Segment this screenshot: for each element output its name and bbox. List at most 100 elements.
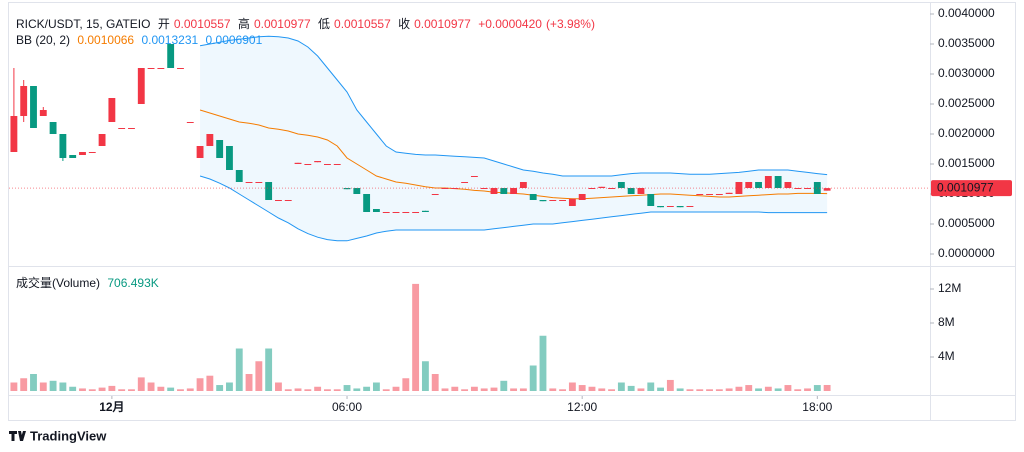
candle-body: [79, 152, 86, 155]
candle-body: [510, 188, 518, 194]
x-tick-label: 12:00: [567, 400, 597, 414]
candle-body: [696, 194, 704, 195]
candle-body: [568, 198, 576, 206]
change-pct: (+3.98%): [545, 17, 595, 31]
volume-bar: [637, 388, 645, 391]
last-price-box: [931, 180, 1012, 197]
candle-body: [627, 188, 635, 194]
candle-body: [559, 200, 567, 201]
volume-y-tick-label: 4M: [938, 349, 955, 363]
volume-bar: [686, 389, 694, 391]
candle-body: [265, 182, 273, 200]
volume-bar: [157, 386, 165, 391]
volume-bar: [774, 388, 782, 391]
bb-upper: [199, 35, 828, 177]
candle-body: [539, 200, 547, 202]
volume-bar: [715, 389, 723, 391]
candle-body: [304, 164, 312, 165]
candle-body: [382, 212, 390, 213]
volume-bar: [324, 389, 331, 391]
volume-bar: [363, 386, 371, 391]
candle-body: [10, 116, 18, 152]
legend-volume: 成交量(Volume) 706.493K: [16, 274, 163, 291]
volume-bar: [216, 385, 224, 391]
volume-bar: [79, 388, 86, 391]
candle-body: [470, 176, 478, 177]
volume-bar: [235, 348, 243, 391]
candle-body: [441, 188, 449, 189]
candle-body: [715, 194, 723, 195]
volume-bar: [510, 388, 518, 391]
candle-body: [147, 68, 155, 69]
candle-body: [421, 210, 429, 212]
volume-bar: [59, 382, 67, 391]
candle-body: [235, 170, 243, 182]
volume-bar: [617, 382, 625, 391]
candle-body: [647, 194, 655, 206]
volume-bar: [735, 386, 743, 391]
candle-body: [30, 86, 37, 128]
high-label: 高: [237, 17, 250, 31]
volume-bar: [206, 375, 214, 391]
candle-body: [578, 194, 586, 200]
volume-bar: [186, 388, 194, 391]
volume-y-tick-label: 8M: [938, 315, 955, 329]
candle-body: [333, 164, 341, 165]
volume-bar: [539, 335, 547, 391]
y-tick-label: 0.0015000: [938, 156, 995, 170]
candle-body: [774, 176, 782, 188]
candle-body: [617, 182, 625, 188]
candle-body: [676, 206, 684, 208]
candle-body: [196, 146, 204, 158]
candle-body: [59, 134, 67, 158]
volume-bar: [559, 389, 567, 391]
candle-body: [480, 188, 488, 189]
close-value: 0.0010977: [414, 17, 471, 31]
change: +0.0000420: [478, 17, 542, 31]
candle-body: [128, 128, 135, 129]
volume-bar: [118, 389, 126, 391]
candle-body: [519, 182, 527, 188]
candle-body: [108, 98, 116, 122]
volume-bar: [275, 382, 282, 391]
brand: TradingView: [9, 428, 107, 443]
volume-bar: [392, 386, 400, 391]
volume-bar: [696, 389, 704, 391]
candle-body: [343, 188, 351, 190]
candle-body: [745, 182, 753, 188]
candle-body: [529, 194, 537, 200]
y-tick-label: 0.0020000: [938, 126, 995, 140]
candles: [10, 44, 831, 213]
volume-bar: [706, 389, 713, 391]
candle-body: [294, 162, 302, 164]
candle-body: [177, 68, 184, 69]
candle-body: [755, 182, 762, 188]
y-tick-label: 0.0005000: [938, 216, 995, 230]
volume-bar: [725, 388, 733, 391]
y-tick-label: 0.0040000: [938, 6, 995, 20]
volume-bar: [764, 386, 772, 391]
volume-bar: [10, 382, 18, 391]
frame: [8, 2, 1016, 421]
volume-bar: [39, 382, 47, 391]
volume-y-tick-label: 12M: [938, 281, 961, 295]
y-tick-label: 0.0025000: [938, 96, 995, 110]
candle-body: [157, 68, 165, 69]
volume-bar: [98, 387, 106, 391]
legend-bb: BB (20, 2) 0.0010066 0.0013231 0.0006901: [16, 33, 266, 47]
volume-bar: [255, 361, 263, 391]
candle-body: [451, 188, 459, 189]
volume-bar: [451, 386, 459, 391]
candle-body: [137, 68, 145, 104]
candle-body: [314, 161, 322, 163]
symbol: RICK/USDT, 15, GATEIO: [16, 17, 151, 31]
volume-bar: [177, 389, 184, 391]
volume-bar: [608, 389, 615, 391]
candle-body: [637, 188, 645, 194]
candle-body: [784, 182, 792, 188]
bb-upper-value: 0.0013231: [141, 33, 199, 47]
candle-body: [206, 134, 214, 146]
volume-bar: [755, 388, 762, 391]
